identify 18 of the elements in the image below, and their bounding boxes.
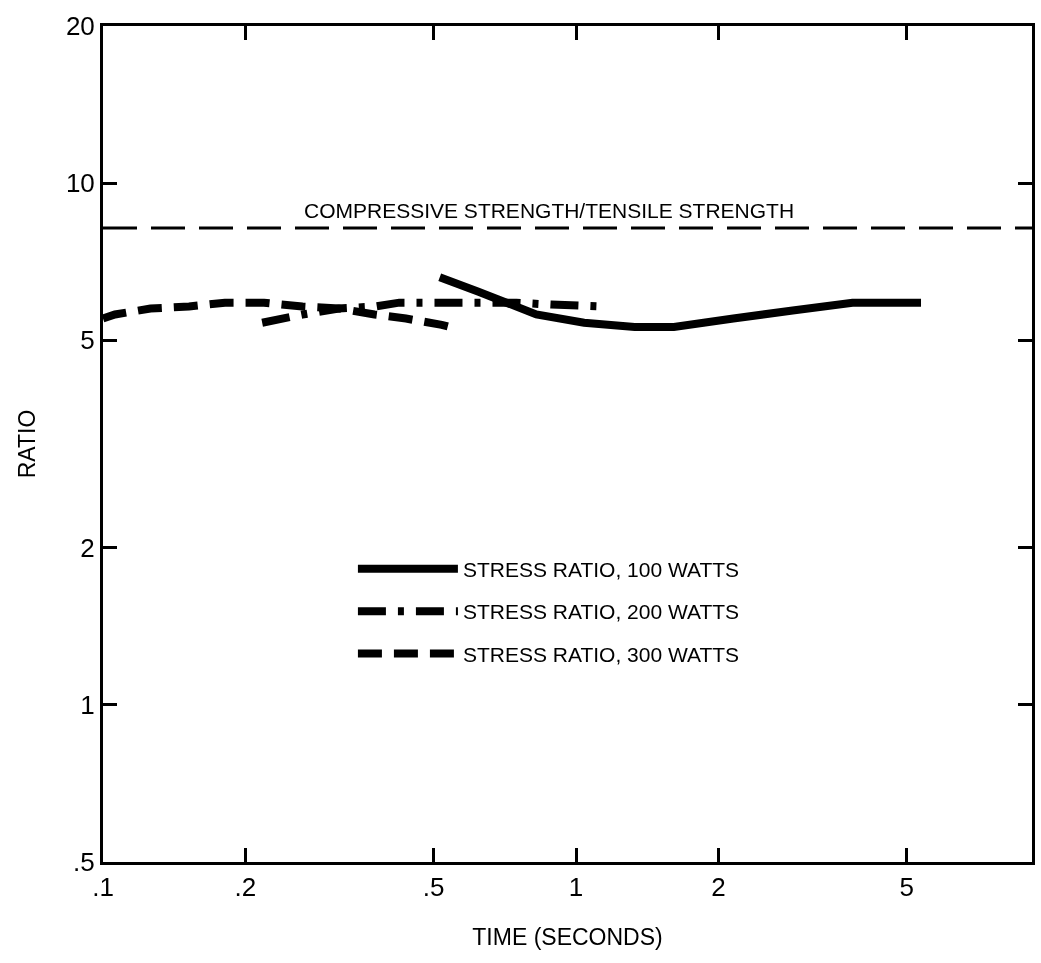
x-axis-title: TIME (SECONDS) bbox=[472, 923, 663, 950]
legend-label: STRESS RATIO, 100 WATTS bbox=[462, 558, 740, 582]
y-tick-label: 20 bbox=[65, 11, 95, 42]
legend-label: STRESS RATIO, 200 WATTS bbox=[462, 600, 740, 624]
y-tick-label: .5 bbox=[73, 847, 95, 878]
x-tick-label: .1 bbox=[92, 872, 114, 903]
x-tick-label: 5 bbox=[899, 872, 914, 903]
y-tick-label: 1 bbox=[80, 690, 95, 721]
ref-line-label: COMPRESSIVE STRENGTH/TENSILE STRENGTH bbox=[304, 199, 795, 222]
y-axis-title: RATIO bbox=[14, 409, 41, 479]
y-tick-label: 2 bbox=[80, 532, 95, 563]
x-tick-label: .5 bbox=[422, 872, 445, 903]
x-tick-label: 1 bbox=[568, 872, 584, 903]
x-tick-label: 2 bbox=[711, 872, 726, 903]
y-tick-label: 5 bbox=[80, 325, 95, 356]
x-tick-label: .2 bbox=[234, 872, 257, 903]
legend-label: STRESS RATIO, 300 WATTS bbox=[462, 642, 740, 666]
y-tick-label: 10 bbox=[65, 168, 95, 199]
